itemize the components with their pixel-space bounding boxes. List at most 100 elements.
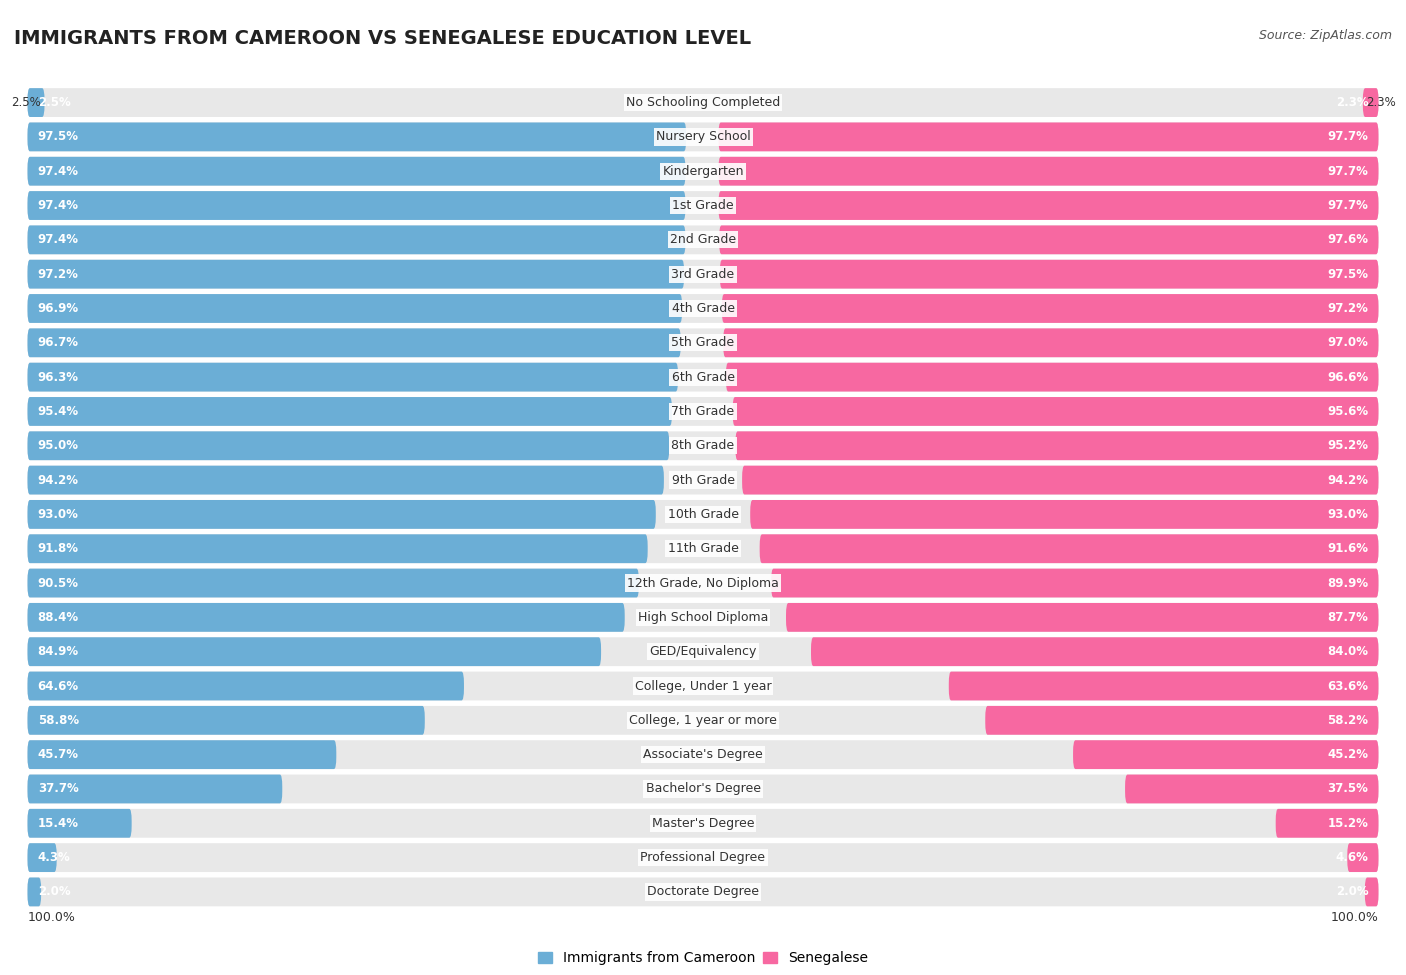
Text: 88.4%: 88.4%: [38, 611, 79, 624]
Text: 97.7%: 97.7%: [1327, 131, 1368, 143]
Text: 5th Grade: 5th Grade: [672, 336, 734, 349]
Text: 4th Grade: 4th Grade: [672, 302, 734, 315]
Text: 91.8%: 91.8%: [38, 542, 79, 555]
Text: 15.2%: 15.2%: [1327, 817, 1368, 830]
FancyBboxPatch shape: [28, 363, 678, 392]
Text: 96.9%: 96.9%: [38, 302, 79, 315]
Text: 94.2%: 94.2%: [1327, 474, 1368, 487]
Text: 91.6%: 91.6%: [1327, 542, 1368, 555]
FancyBboxPatch shape: [28, 672, 464, 700]
FancyBboxPatch shape: [1073, 740, 1378, 769]
Text: 95.4%: 95.4%: [38, 405, 79, 418]
FancyBboxPatch shape: [28, 568, 638, 598]
Text: 97.6%: 97.6%: [1327, 233, 1368, 247]
FancyBboxPatch shape: [28, 431, 669, 460]
FancyBboxPatch shape: [811, 638, 1378, 666]
Text: 84.0%: 84.0%: [1327, 645, 1368, 658]
Text: 94.2%: 94.2%: [38, 474, 79, 487]
Text: 6th Grade: 6th Grade: [672, 370, 734, 383]
Text: 37.5%: 37.5%: [1327, 783, 1368, 796]
FancyBboxPatch shape: [28, 123, 1378, 151]
FancyBboxPatch shape: [28, 397, 1378, 426]
FancyBboxPatch shape: [718, 123, 1378, 151]
Text: Doctorate Degree: Doctorate Degree: [647, 885, 759, 898]
Text: 10th Grade: 10th Grade: [668, 508, 738, 521]
Text: 2.0%: 2.0%: [38, 885, 70, 898]
FancyBboxPatch shape: [28, 259, 1378, 289]
Text: 100.0%: 100.0%: [28, 912, 76, 924]
FancyBboxPatch shape: [28, 123, 686, 151]
FancyBboxPatch shape: [28, 431, 1378, 460]
Text: 87.7%: 87.7%: [1327, 611, 1368, 624]
Text: 97.7%: 97.7%: [1327, 199, 1368, 212]
Text: 97.4%: 97.4%: [38, 199, 79, 212]
Text: College, Under 1 year: College, Under 1 year: [634, 680, 772, 692]
Text: 45.7%: 45.7%: [38, 748, 79, 761]
FancyBboxPatch shape: [28, 740, 1378, 769]
FancyBboxPatch shape: [1347, 843, 1378, 872]
FancyBboxPatch shape: [718, 225, 1378, 254]
Text: 96.7%: 96.7%: [38, 336, 79, 349]
Text: 97.2%: 97.2%: [1327, 302, 1368, 315]
FancyBboxPatch shape: [725, 363, 1378, 392]
Text: IMMIGRANTS FROM CAMEROON VS SENEGALESE EDUCATION LEVEL: IMMIGRANTS FROM CAMEROON VS SENEGALESE E…: [14, 29, 751, 48]
Text: 3rd Grade: 3rd Grade: [672, 268, 734, 281]
Text: 64.6%: 64.6%: [38, 680, 79, 692]
FancyBboxPatch shape: [723, 329, 1378, 357]
Text: 97.5%: 97.5%: [38, 131, 79, 143]
Text: 96.6%: 96.6%: [1327, 370, 1368, 383]
Text: 63.6%: 63.6%: [1327, 680, 1368, 692]
Text: 12th Grade, No Diploma: 12th Grade, No Diploma: [627, 576, 779, 590]
Text: 7th Grade: 7th Grade: [672, 405, 734, 418]
FancyBboxPatch shape: [28, 638, 602, 666]
FancyBboxPatch shape: [721, 294, 1378, 323]
Text: Master's Degree: Master's Degree: [652, 817, 754, 830]
FancyBboxPatch shape: [986, 706, 1378, 735]
FancyBboxPatch shape: [28, 157, 1378, 185]
Text: 11th Grade: 11th Grade: [668, 542, 738, 555]
Text: 97.4%: 97.4%: [38, 233, 79, 247]
FancyBboxPatch shape: [28, 157, 686, 185]
Text: GED/Equivalency: GED/Equivalency: [650, 645, 756, 658]
FancyBboxPatch shape: [28, 225, 686, 254]
FancyBboxPatch shape: [28, 88, 45, 117]
Text: 2.0%: 2.0%: [1336, 885, 1368, 898]
Text: 58.8%: 58.8%: [38, 714, 79, 726]
FancyBboxPatch shape: [770, 568, 1378, 598]
Text: 45.2%: 45.2%: [1327, 748, 1368, 761]
FancyBboxPatch shape: [28, 878, 1378, 907]
FancyBboxPatch shape: [1362, 88, 1378, 117]
Text: 100.0%: 100.0%: [1330, 912, 1378, 924]
FancyBboxPatch shape: [718, 157, 1378, 185]
FancyBboxPatch shape: [28, 843, 56, 872]
Text: 2.5%: 2.5%: [38, 97, 70, 109]
Text: Nursery School: Nursery School: [655, 131, 751, 143]
Text: 97.2%: 97.2%: [38, 268, 79, 281]
FancyBboxPatch shape: [28, 500, 655, 528]
Text: Associate's Degree: Associate's Degree: [643, 748, 763, 761]
Text: 2nd Grade: 2nd Grade: [669, 233, 737, 247]
FancyBboxPatch shape: [28, 294, 682, 323]
Text: 96.3%: 96.3%: [38, 370, 79, 383]
Text: 1st Grade: 1st Grade: [672, 199, 734, 212]
Text: 2.3%: 2.3%: [1336, 97, 1368, 109]
Text: 97.0%: 97.0%: [1327, 336, 1368, 349]
FancyBboxPatch shape: [28, 534, 648, 564]
FancyBboxPatch shape: [1125, 774, 1378, 803]
Text: 93.0%: 93.0%: [38, 508, 79, 521]
FancyBboxPatch shape: [28, 191, 686, 220]
Text: 95.2%: 95.2%: [1327, 440, 1368, 452]
FancyBboxPatch shape: [735, 431, 1378, 460]
FancyBboxPatch shape: [742, 466, 1378, 494]
FancyBboxPatch shape: [28, 774, 1378, 803]
FancyBboxPatch shape: [720, 259, 1378, 289]
FancyBboxPatch shape: [28, 466, 1378, 494]
FancyBboxPatch shape: [28, 740, 336, 769]
FancyBboxPatch shape: [28, 568, 1378, 598]
FancyBboxPatch shape: [1365, 878, 1378, 907]
FancyBboxPatch shape: [28, 259, 685, 289]
Legend: Immigrants from Cameroon, Senegalese: Immigrants from Cameroon, Senegalese: [533, 946, 873, 971]
Text: 95.0%: 95.0%: [38, 440, 79, 452]
Text: 95.6%: 95.6%: [1327, 405, 1368, 418]
Text: Bachelor's Degree: Bachelor's Degree: [645, 783, 761, 796]
